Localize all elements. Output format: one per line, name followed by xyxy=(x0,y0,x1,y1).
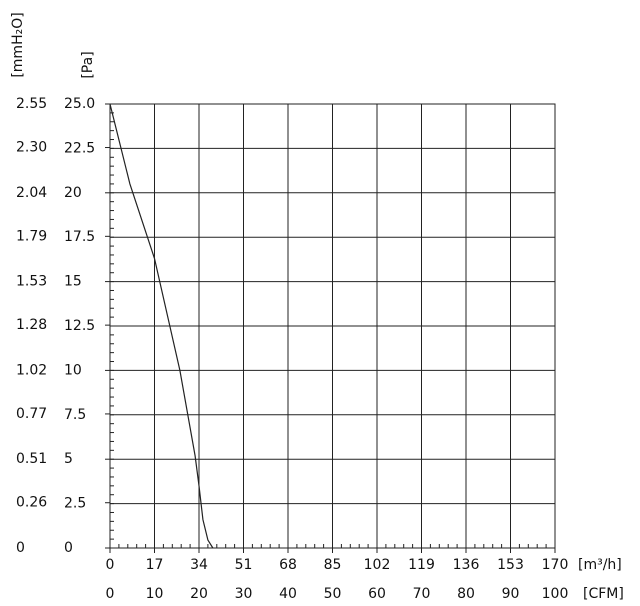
x-tick-label: 170 xyxy=(542,557,569,573)
x-tick-label: 51 xyxy=(235,557,253,573)
y2-tick-label: 1.79 xyxy=(16,228,47,244)
x2-axis-title: [CFM] xyxy=(583,586,624,602)
y2-tick-label: 1.28 xyxy=(16,317,47,333)
x2-tick-label: 70 xyxy=(413,586,431,602)
x2-tick-label: 10 xyxy=(146,586,164,602)
y2-tick-label: 0 xyxy=(16,540,25,556)
x-tick-label: 85 xyxy=(324,557,342,573)
y-axis-title: [Pa] xyxy=(80,51,96,78)
y-tick-label: 17.5 xyxy=(64,229,95,245)
y-tick-label: 15 xyxy=(64,274,82,290)
x2-tick-label: 90 xyxy=(502,586,520,602)
y-tick-label: 20 xyxy=(64,185,82,201)
y-tick-label: 7.5 xyxy=(64,407,86,423)
x-tick-label: 68 xyxy=(279,557,297,573)
y2-tick-label: 1.53 xyxy=(16,274,47,290)
y-tick-label: 0 xyxy=(64,540,73,556)
x2-tick-label: 60 xyxy=(368,586,386,602)
x-tick-label: 34 xyxy=(190,557,208,573)
y-tick-label: 2.5 xyxy=(64,496,86,512)
y2-tick-label: 0.26 xyxy=(16,495,47,511)
y2-tick-label: 2.55 xyxy=(16,96,47,112)
y-tick-label: 12.5 xyxy=(64,318,95,334)
x-tick-label: 0 xyxy=(106,557,115,573)
y-tick-label: 5 xyxy=(64,451,73,467)
x2-tick-label: 80 xyxy=(457,586,475,602)
x-tick-label: 153 xyxy=(497,557,524,573)
x-tick-label: 136 xyxy=(453,557,480,573)
x-tick-label: 102 xyxy=(364,557,391,573)
x2-tick-label: 100 xyxy=(542,586,569,602)
y2-tick-label: 0.51 xyxy=(16,451,47,467)
y2-tick-label: 0.77 xyxy=(16,406,47,422)
x2-tick-label: 0 xyxy=(106,586,115,602)
x-tick-label: 119 xyxy=(408,557,435,573)
y2-tick-label: 1.02 xyxy=(16,362,47,378)
y-tick-label: 25.0 xyxy=(64,96,95,112)
x-tick-label: 17 xyxy=(146,557,164,573)
x2-tick-label: 50 xyxy=(324,586,342,602)
x2-tick-label: 30 xyxy=(235,586,253,602)
y2-axis-title: [mmH₂O] xyxy=(10,12,26,77)
y2-tick-label: 2.04 xyxy=(16,185,47,201)
x2-tick-label: 20 xyxy=(190,586,208,602)
y-tick-label: 22.5 xyxy=(64,140,95,156)
x-axis-title: [m³/h] xyxy=(578,557,622,573)
fan-curve xyxy=(109,103,214,549)
x2-tick-label: 40 xyxy=(279,586,297,602)
y-tick-label: 10 xyxy=(64,362,82,378)
y2-tick-label: 2.30 xyxy=(16,140,47,156)
